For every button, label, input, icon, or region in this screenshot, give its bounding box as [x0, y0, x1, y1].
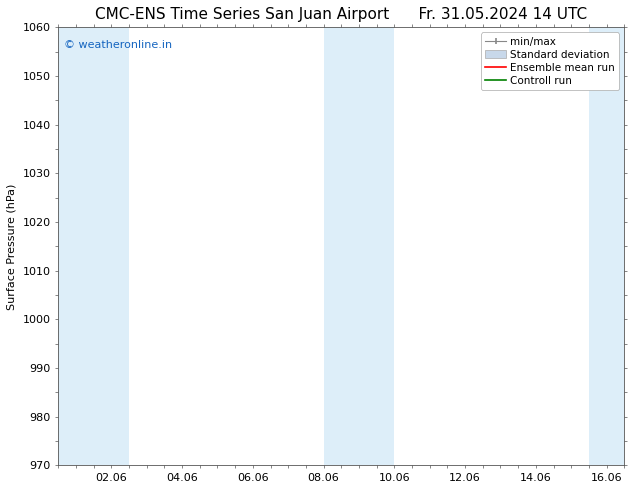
Title: CMC-ENS Time Series San Juan Airport      Fr. 31.05.2024 14 UTC: CMC-ENS Time Series San Juan Airport Fr.… — [95, 7, 587, 22]
Legend: min/max, Standard deviation, Ensemble mean run, Controll run: min/max, Standard deviation, Ensemble me… — [481, 32, 619, 90]
Y-axis label: Surface Pressure (hPa): Surface Pressure (hPa) — [7, 183, 17, 310]
Text: © weatheronline.in: © weatheronline.in — [64, 40, 172, 50]
Bar — [589, 27, 624, 465]
Bar — [58, 27, 129, 465]
Bar — [323, 27, 394, 465]
